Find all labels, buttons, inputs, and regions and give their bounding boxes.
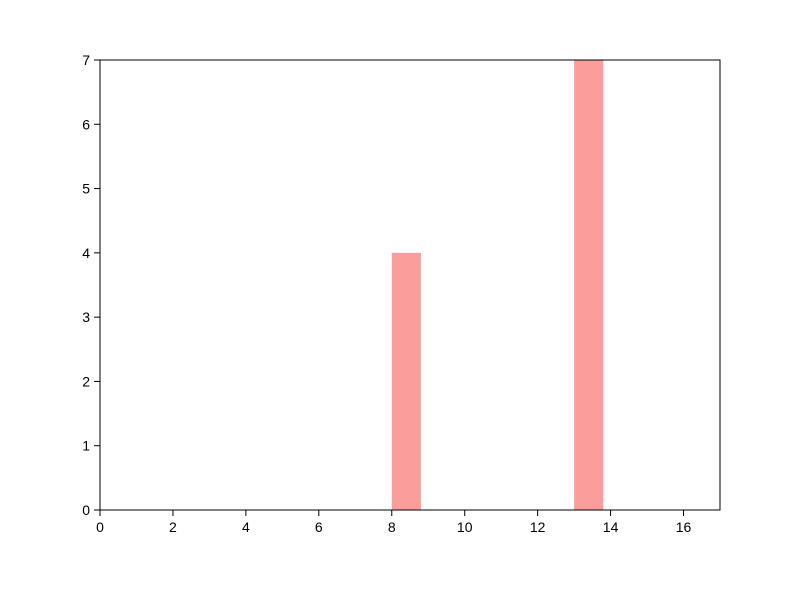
y-tick-label: 2 (82, 373, 90, 389)
x-tick-label: 4 (242, 519, 250, 535)
x-tick-label: 8 (388, 519, 396, 535)
x-tick-label: 2 (169, 519, 177, 535)
bar-chart: 024681012141601234567 (0, 0, 800, 600)
x-tick-label: 16 (676, 519, 692, 535)
x-tick-label: 10 (457, 519, 473, 535)
chart-svg: 024681012141601234567 (0, 0, 800, 600)
y-tick-label: 3 (82, 309, 90, 325)
bar (392, 253, 421, 510)
x-tick-label: 6 (315, 519, 323, 535)
x-tick-label: 12 (530, 519, 546, 535)
y-tick-label: 7 (82, 52, 90, 68)
y-tick-label: 6 (82, 116, 90, 132)
bar (574, 60, 603, 510)
y-tick-label: 4 (82, 245, 90, 261)
x-tick-label: 14 (603, 519, 619, 535)
y-tick-label: 0 (82, 502, 90, 518)
x-tick-label: 0 (96, 519, 104, 535)
y-tick-label: 1 (82, 438, 90, 454)
y-tick-label: 5 (82, 181, 90, 197)
